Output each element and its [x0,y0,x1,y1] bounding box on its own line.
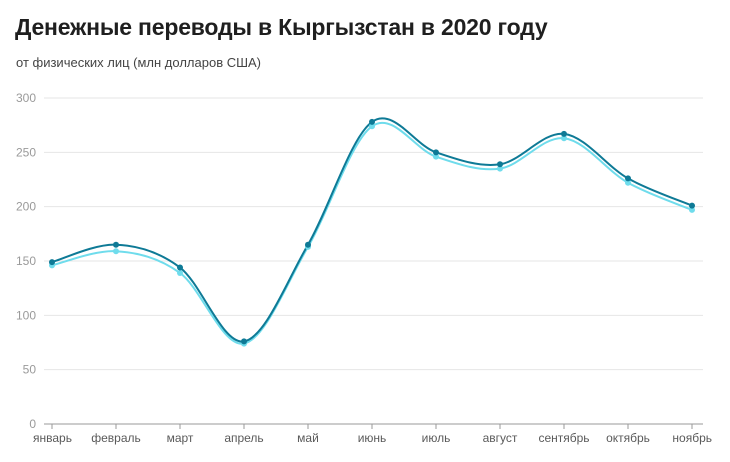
data-point [113,241,119,248]
data-point [625,175,631,182]
data-point [49,259,55,266]
data-point [369,123,375,130]
x-tick-label: сентябрь [538,431,589,445]
data-point [625,179,631,186]
data-point [561,135,567,142]
data-point [689,202,695,209]
y-tick-label: 300 [16,91,36,105]
series-line-2 [51,121,693,345]
series-line-1 [51,117,693,343]
data-point [305,241,311,248]
x-tick-label: ноябрь [672,431,712,445]
data-point [113,248,119,255]
x-axis-ticks: январь февраль март апрель май июнь июль август… [33,424,712,445]
x-tick-label: октябрь [606,431,650,445]
x-tick-label: январь [33,431,72,445]
y-tick-label: 200 [16,200,36,214]
x-tick-label: июль [422,431,451,445]
data-points [49,118,695,347]
y-tick-label: 250 [16,145,36,159]
data-point [689,206,695,213]
x-tick-label: август [483,431,518,445]
data-point [497,161,503,168]
grid-lines [44,97,703,425]
x-tick-label: июнь [358,431,387,445]
y-tick-label: 150 [16,254,36,268]
y-tick-label: 0 [29,417,36,431]
y-axis-ticks: 0 50 100 150 200 250 300 [16,91,36,431]
data-point [497,165,503,172]
chart-subtitle: от физических лиц (млн долларов США) [16,55,262,70]
data-point [561,130,567,137]
series-lines [51,117,693,345]
data-point [177,269,183,276]
y-tick-label: 100 [16,308,36,322]
y-tick-label: 50 [23,363,37,377]
x-tick-label: апрель [224,431,263,445]
data-point [241,338,247,345]
data-point [177,264,183,271]
x-tick-label: март [167,431,194,445]
x-tick-label: май [297,431,319,445]
data-point [433,153,439,160]
data-point [433,149,439,156]
data-point [369,118,375,125]
x-tick-label: февраль [91,431,141,445]
chart-title: Денежные переводы в Кыргызстан в 2020 го… [15,14,548,40]
